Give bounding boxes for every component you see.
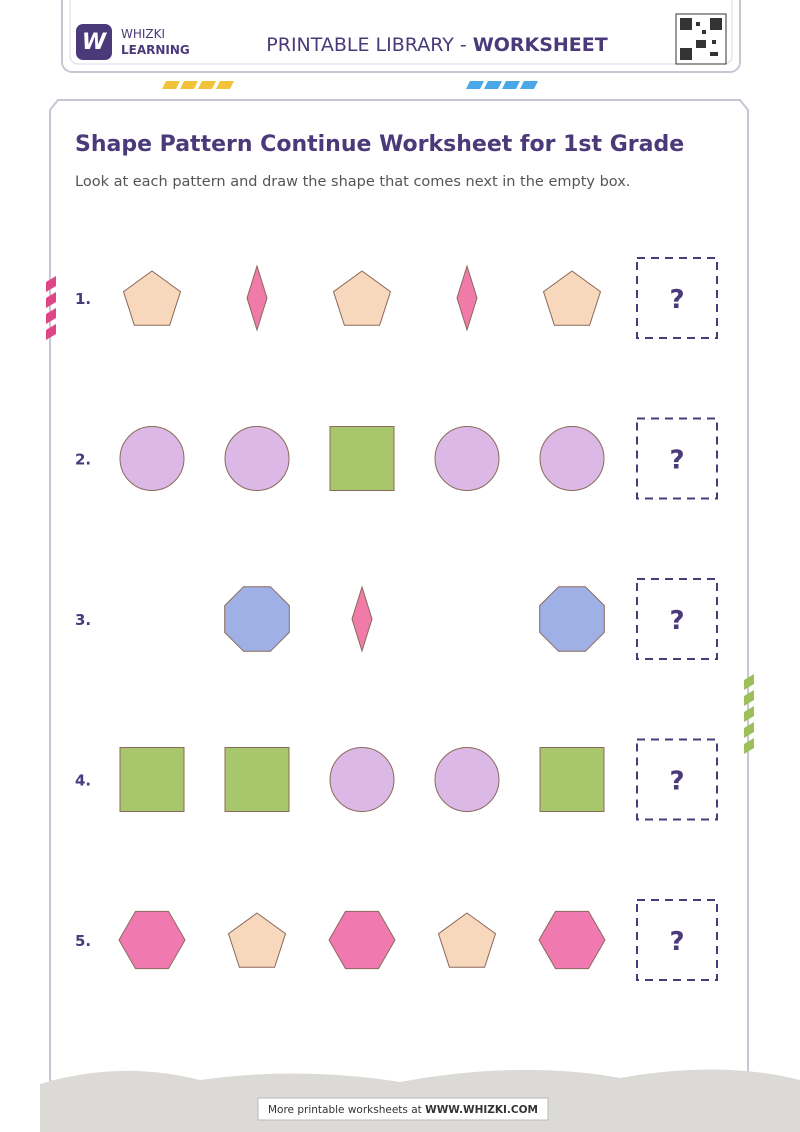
worksheet-title: Shape Pattern Continue Worksheet for 1st… [75, 132, 684, 157]
brand-top: WHIZKI [121, 27, 165, 41]
hexagon [328, 910, 396, 970]
blue-stripes [466, 81, 538, 89]
row-number: 5. [75, 932, 91, 950]
side-stripes-left [46, 276, 56, 340]
answer-box [636, 578, 718, 660]
answer-mark: ? [669, 446, 684, 476]
pentagon [122, 270, 182, 326]
library-label: PRINTABLE LIBRARY - [266, 34, 472, 56]
header-frame [61, 0, 741, 73]
row-number: 1. [75, 290, 91, 308]
hexagon [118, 910, 186, 970]
square [119, 747, 185, 812]
footer-label [257, 1097, 549, 1121]
circle [539, 426, 605, 491]
pentagon [332, 270, 392, 326]
row-number: 3. [75, 611, 91, 629]
answer-mark: ? [669, 606, 684, 636]
pentagon [437, 912, 497, 968]
footer-text: More printable worksheets at [268, 1104, 425, 1116]
logo-mark: W [82, 30, 108, 55]
answer-mark: ? [669, 767, 684, 797]
diamond [456, 264, 478, 332]
logo [76, 24, 112, 60]
instructions: Look at each pattern and draw the shape … [75, 174, 630, 190]
answer-mark: ? [669, 927, 684, 957]
diamond [246, 264, 268, 332]
header-inner [69, 0, 733, 65]
answer-box [636, 738, 718, 821]
side-stripes-right [744, 674, 754, 754]
octagon [224, 586, 290, 652]
hexagon [538, 910, 606, 970]
library-type: WORKSHEET [473, 34, 608, 56]
square [224, 747, 290, 812]
row-number: 4. [75, 772, 91, 790]
answer-box [636, 899, 718, 981]
pentagon [227, 912, 287, 968]
qr-pattern [680, 18, 722, 60]
brand-bottom: LEARNING [121, 43, 190, 57]
row-number: 2. [75, 451, 91, 469]
pattern-rows: 1. ? 2. ? 3. ? 4. ? 5.? [75, 257, 718, 981]
circle [329, 747, 395, 812]
circle [434, 747, 500, 812]
octagon [539, 586, 605, 652]
square [539, 747, 605, 812]
yellow-stripes [162, 81, 234, 89]
circle [224, 426, 290, 491]
diamond [351, 585, 373, 653]
circle [434, 426, 500, 491]
footer-link[interactable]: WWW.WHIZKI.COM [425, 1104, 538, 1116]
library-heading: PRINTABLE LIBRARY - WORKSHEET [266, 34, 607, 56]
square [329, 426, 395, 491]
circle [119, 426, 185, 491]
pentagon [542, 270, 602, 326]
answer-mark: ? [669, 285, 684, 315]
answer-box [636, 257, 718, 339]
footer-line: More printable worksheets at WWW.WHIZKI.… [268, 1104, 538, 1116]
answer-box [636, 417, 718, 500]
